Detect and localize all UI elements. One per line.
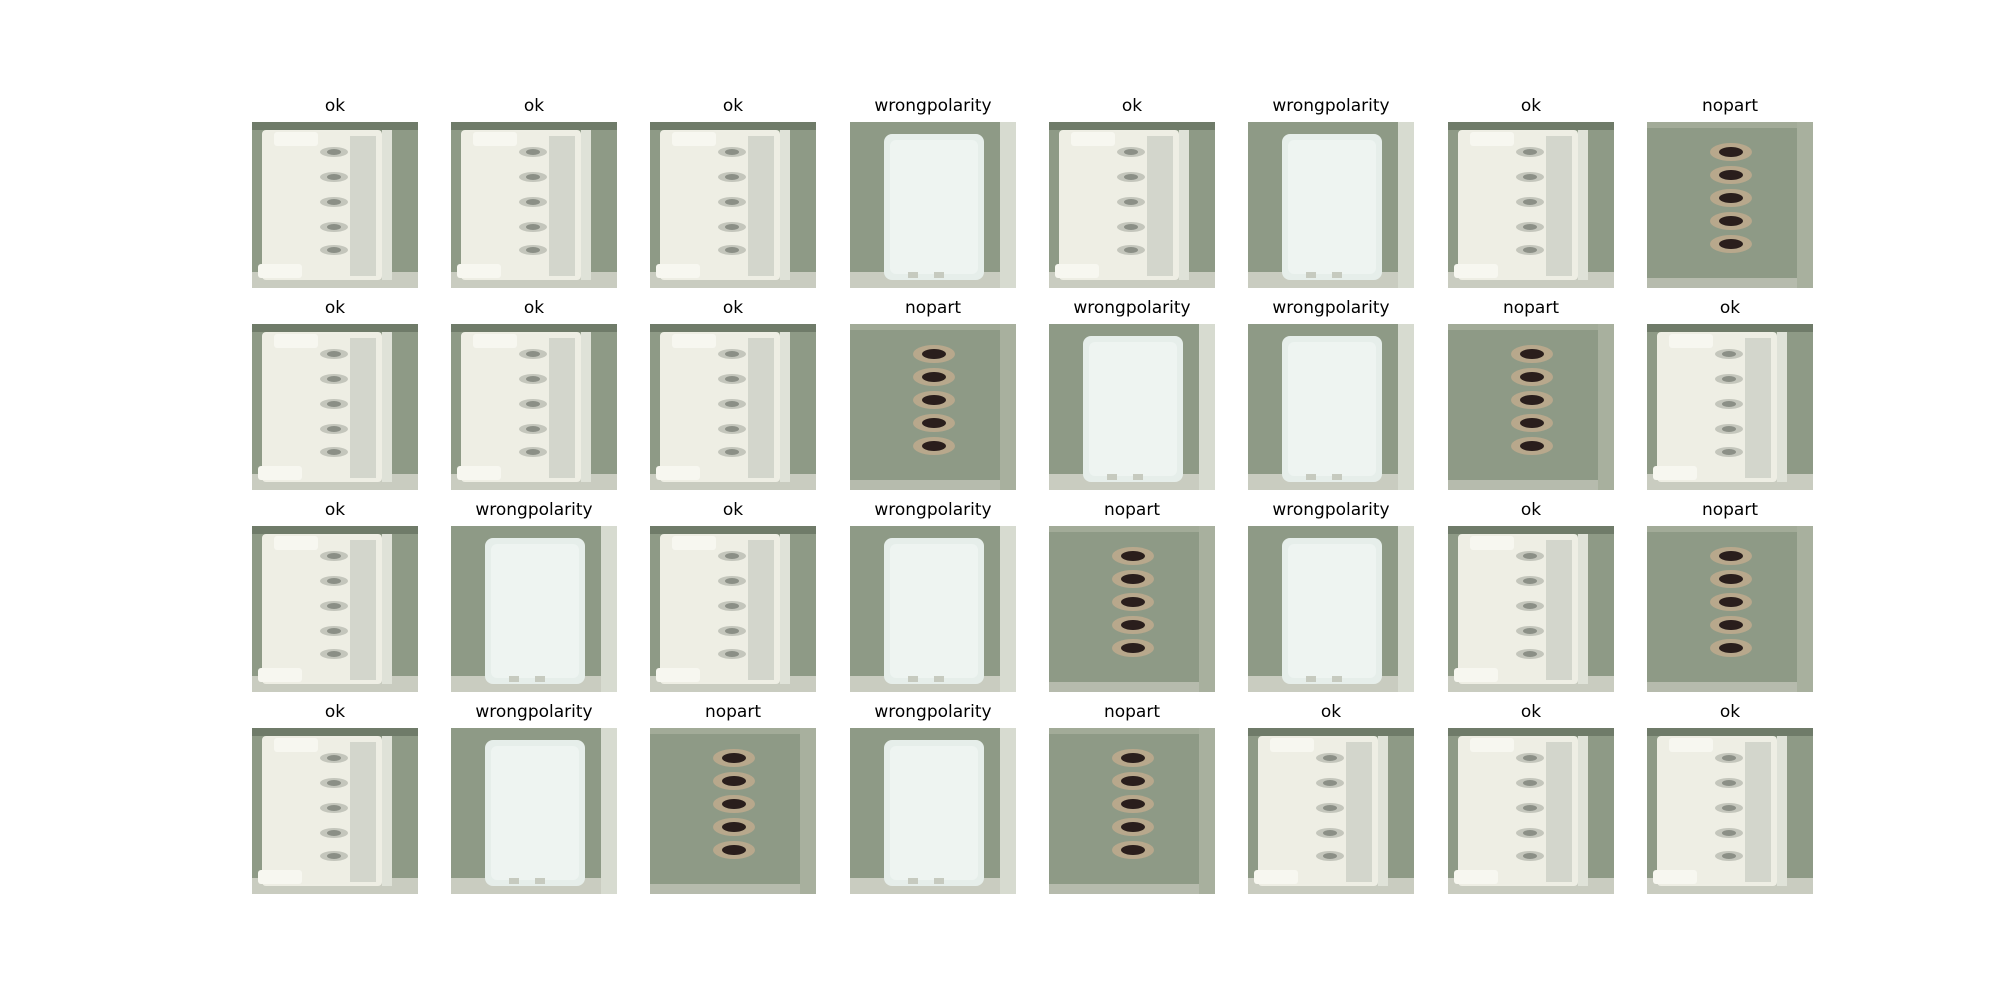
cell-label: wrongpolarity [475, 500, 593, 520]
cell-label: ok [1320, 702, 1342, 722]
pcb-connector-image [650, 728, 816, 894]
cell-label: nopart [1502, 298, 1560, 318]
pcb-connector-image [1448, 324, 1614, 490]
thumbnail-graphic [850, 728, 1016, 894]
thumbnail-graphic [1049, 324, 1215, 490]
thumbnail-graphic [1647, 728, 1813, 894]
cell-label: ok [722, 298, 744, 318]
pcb-connector-image [650, 324, 816, 490]
cell-label: wrongpolarity [874, 500, 992, 520]
thumbnail-graphic [1248, 728, 1414, 894]
cell-label: wrongpolarity [874, 96, 992, 116]
cell-label: nopart [1701, 96, 1759, 116]
cell-label: wrongpolarity [874, 702, 992, 722]
cell-label: ok [324, 298, 346, 318]
pcb-connector-image [1049, 122, 1215, 288]
thumbnail-graphic [1647, 122, 1813, 288]
pcb-connector-image [1448, 122, 1614, 288]
thumbnail-graphic [252, 526, 418, 692]
pcb-connector-image [1647, 526, 1813, 692]
pcb-connector-image [252, 324, 418, 490]
pcb-connector-image [1647, 122, 1813, 288]
thumbnail-graphic [1448, 728, 1614, 894]
thumbnail-graphic [650, 526, 816, 692]
thumbnail-graphic [850, 324, 1016, 490]
thumbnail-graphic [252, 324, 418, 490]
thumbnail-graphic [1049, 526, 1215, 692]
thumbnail-graphic [252, 122, 418, 288]
pcb-connector-image [451, 526, 617, 692]
cell-label: ok [1520, 96, 1542, 116]
pcb-connector-image [1248, 526, 1414, 692]
cell-label: nopart [1103, 702, 1161, 722]
pcb-connector-image [1647, 728, 1813, 894]
pcb-connector-image [1448, 526, 1614, 692]
thumbnail-graphic [650, 728, 816, 894]
cell-label: ok [324, 96, 346, 116]
thumbnail-graphic [1647, 526, 1813, 692]
cell-label: ok [1520, 500, 1542, 520]
thumbnail-graphic [650, 122, 816, 288]
cell-label: ok [1121, 96, 1143, 116]
thumbnail-graphic [1049, 122, 1215, 288]
cell-label: ok [1719, 702, 1741, 722]
cell-label: ok [523, 96, 545, 116]
cell-label: wrongpolarity [475, 702, 593, 722]
pcb-connector-image [650, 526, 816, 692]
thumbnail-graphic [650, 324, 816, 490]
pcb-connector-image [451, 324, 617, 490]
cell-label: nopart [1103, 500, 1161, 520]
pcb-connector-image [1448, 728, 1614, 894]
cell-label: wrongpolarity [1073, 298, 1191, 318]
pcb-connector-image [850, 728, 1016, 894]
cell-label: ok [324, 500, 346, 520]
pcb-connector-image [1248, 122, 1414, 288]
cell-label: nopart [904, 298, 962, 318]
thumbnail-graphic [252, 728, 418, 894]
pcb-connector-image [252, 526, 418, 692]
cell-label: ok [1719, 298, 1741, 318]
pcb-connector-image [1647, 324, 1813, 490]
cell-label: nopart [1701, 500, 1759, 520]
pcb-connector-image [451, 122, 617, 288]
pcb-connector-image [1248, 324, 1414, 490]
pcb-connector-image [650, 122, 816, 288]
thumbnail-graphic [451, 324, 617, 490]
thumbnail-graphic [850, 122, 1016, 288]
pcb-connector-image [850, 122, 1016, 288]
thumbnail-graphic [1248, 324, 1414, 490]
pcb-connector-image [252, 122, 418, 288]
cell-label: ok [1520, 702, 1542, 722]
cell-label: wrongpolarity [1272, 298, 1390, 318]
pcb-connector-image [451, 728, 617, 894]
cell-label: ok [722, 96, 744, 116]
thumbnail-graphic [451, 122, 617, 288]
pcb-connector-image [1248, 728, 1414, 894]
thumbnail-graphic [1448, 122, 1614, 288]
thumbnail-graphic [1248, 122, 1414, 288]
thumbnail-graphic [1647, 324, 1813, 490]
cell-label: wrongpolarity [1272, 96, 1390, 116]
cell-label: nopart [704, 702, 762, 722]
thumbnail-graphic [1248, 526, 1414, 692]
thumbnail-graphic [1448, 324, 1614, 490]
thumbnail-graphic [1049, 728, 1215, 894]
thumbnail-graphic [451, 526, 617, 692]
thumbnail-graphic [850, 526, 1016, 692]
thumbnail-graphic [451, 728, 617, 894]
thumbnail-graphic [1448, 526, 1614, 692]
pcb-connector-image [252, 728, 418, 894]
cell-label: ok [324, 702, 346, 722]
cell-label: ok [722, 500, 744, 520]
cell-label: ok [523, 298, 545, 318]
cell-label: wrongpolarity [1272, 500, 1390, 520]
pcb-connector-image [1049, 324, 1215, 490]
pcb-connector-image [850, 324, 1016, 490]
pcb-connector-image [1049, 526, 1215, 692]
pcb-connector-image [850, 526, 1016, 692]
pcb-connector-image [1049, 728, 1215, 894]
